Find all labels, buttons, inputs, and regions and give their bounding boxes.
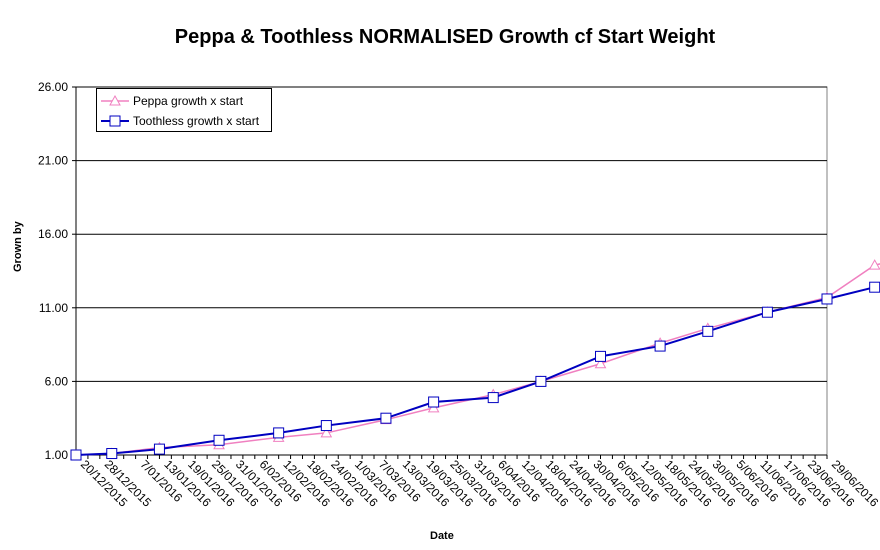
- y-tick-label: 6.00: [45, 374, 69, 388]
- data-point-toothless: [380, 412, 392, 424]
- legend-label: Toothless growth x start: [133, 114, 260, 128]
- data-point-toothless: [320, 420, 332, 432]
- data-point-toothless: [213, 434, 225, 446]
- data-point-toothless: [535, 375, 547, 387]
- data-point-peppa: [320, 426, 333, 438]
- x-axis-label: Date: [430, 530, 454, 542]
- legend-marker-triangle-icon: [101, 95, 129, 106]
- chart-title: Peppa & Toothless NORMALISED Growth cf S…: [174, 26, 716, 48]
- y-tick-label: 1.00: [45, 448, 69, 462]
- data-point-toothless: [654, 340, 666, 352]
- data-point-toothless: [821, 293, 833, 305]
- legend-label: Peppa growth x start: [133, 94, 244, 108]
- legend-marker-square-icon: [101, 115, 129, 127]
- y-tick-label: 11.00: [39, 301, 68, 315]
- data-point-toothless: [70, 449, 82, 461]
- data-point-toothless: [761, 306, 773, 318]
- legend: Peppa growth x start Toothless growth x …: [96, 88, 272, 132]
- data-point-toothless: [595, 350, 607, 362]
- series-line-peppa: [75, 263, 880, 456]
- data-point-peppa: [868, 259, 880, 270]
- y-tick-label: 16.00: [38, 227, 68, 241]
- data-point-peppa: [594, 357, 607, 369]
- data-point-toothless: [487, 392, 499, 404]
- data-point-toothless: [702, 325, 714, 337]
- legend-item-toothless: Toothless growth x start: [101, 111, 259, 131]
- data-point-toothless: [273, 427, 285, 439]
- y-tick-label: 26.00: [38, 80, 68, 94]
- legend-item-peppa: Peppa growth x start: [101, 91, 243, 111]
- series-line-toothless: [75, 284, 880, 456]
- y-tick-label: 21.00: [38, 154, 68, 168]
- data-point-toothless: [428, 396, 440, 408]
- plot-frame: [75, 86, 828, 456]
- data-point-toothless: [153, 443, 165, 455]
- data-point-toothless: [869, 281, 880, 293]
- data-point-toothless: [106, 448, 118, 460]
